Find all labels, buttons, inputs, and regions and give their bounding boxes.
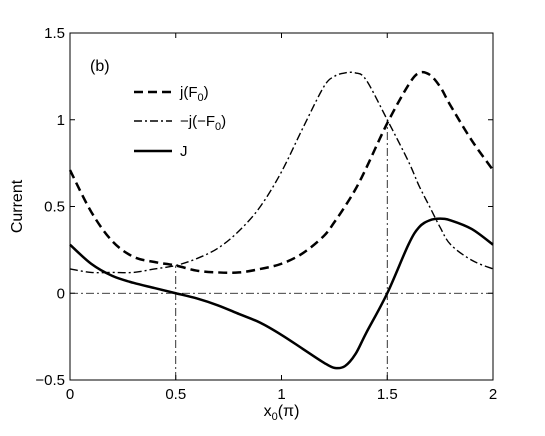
x-tick-label-3: 1.5 bbox=[377, 386, 398, 403]
series-line-1 bbox=[69, 71, 494, 274]
x-axis-label-subscript: 0 bbox=[272, 411, 278, 423]
x-tick-label-1: 0.5 bbox=[165, 386, 186, 403]
x-axis-label-main: x bbox=[264, 403, 272, 420]
y-axis-label: Current bbox=[9, 179, 26, 233]
x-tick-label-2: 1 bbox=[277, 386, 285, 403]
y-tick-label-1: 0 bbox=[57, 285, 65, 302]
legend: j(F0) −j(−F0) J bbox=[134, 84, 226, 160]
y-tick-label-4: 1.5 bbox=[44, 25, 65, 42]
series-line-0 bbox=[68, 70, 495, 275]
y-tick-label-0: −0.5 bbox=[35, 372, 65, 389]
y-tick-label-3: 1 bbox=[57, 112, 65, 129]
legend-label-2: J bbox=[180, 143, 188, 160]
y-tick-label-2: 0.5 bbox=[44, 199, 65, 216]
x-axis-ticks: 0 0.5 1 1.5 2 bbox=[66, 33, 497, 403]
reference-lines bbox=[70, 119, 493, 380]
x-tick-label-0: 0 bbox=[66, 386, 74, 403]
series-line-2 bbox=[69, 217, 494, 370]
series-lines bbox=[68, 70, 495, 370]
x-axis-label: x0(π) bbox=[264, 403, 300, 423]
x-axis-label-suffix: (π) bbox=[278, 403, 300, 420]
legend-label-1: −j(−F0) bbox=[180, 113, 226, 133]
legend-label-0: j(F0) bbox=[179, 84, 209, 104]
panel-label: (b) bbox=[90, 58, 110, 75]
y-axis-ticks: −0.5 0 0.5 1 1.5 bbox=[35, 25, 493, 389]
x-tick-label-4: 2 bbox=[489, 386, 497, 403]
